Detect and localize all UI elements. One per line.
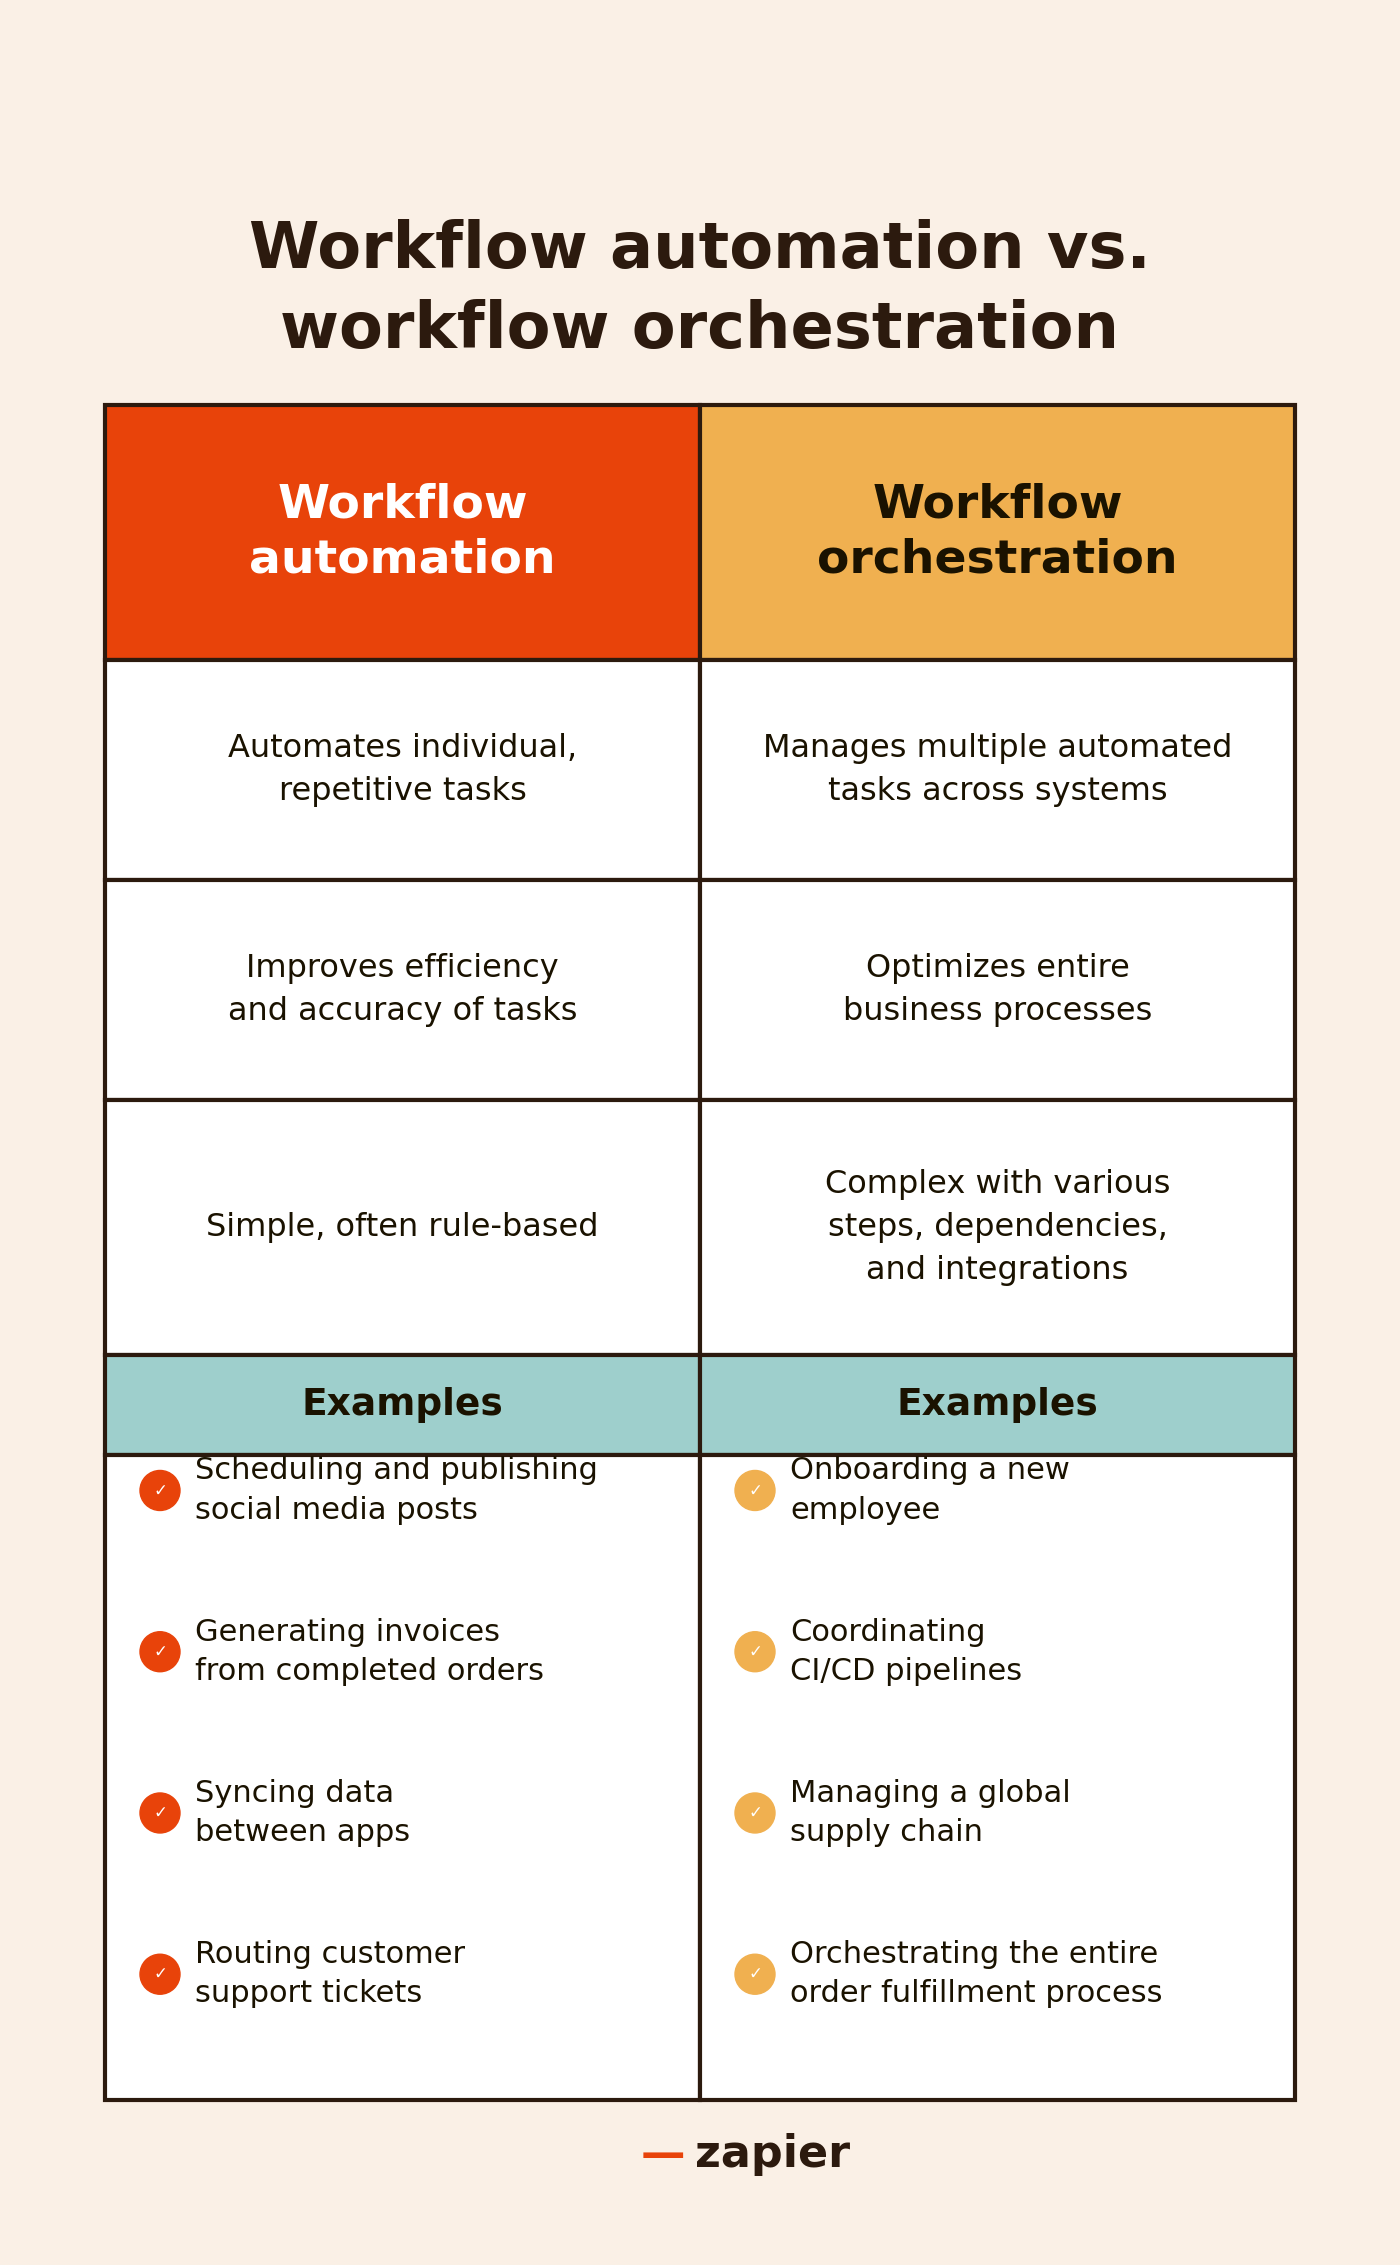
Circle shape bbox=[735, 1631, 776, 1672]
Text: Manages multiple automated
tasks across systems: Manages multiple automated tasks across … bbox=[763, 734, 1232, 806]
Text: ✓: ✓ bbox=[748, 1966, 762, 1984]
Text: Generating invoices
from completed orders: Generating invoices from completed order… bbox=[195, 1617, 545, 1685]
Bar bbox=[700, 405, 1295, 659]
Bar bbox=[105, 1454, 700, 2100]
Text: zapier: zapier bbox=[694, 2134, 850, 2177]
Text: ✓: ✓ bbox=[153, 1966, 167, 1984]
Bar bbox=[700, 1101, 1295, 1354]
Circle shape bbox=[140, 1794, 181, 1832]
Circle shape bbox=[735, 1470, 776, 1511]
Text: Routing customer
support tickets: Routing customer support tickets bbox=[195, 1941, 465, 2009]
Text: Workflow
automation: Workflow automation bbox=[249, 482, 556, 582]
Text: ✓: ✓ bbox=[153, 1803, 167, 1821]
Bar bbox=[700, 659, 1295, 881]
Text: ✓: ✓ bbox=[748, 1642, 762, 1660]
Text: Complex with various
steps, dependencies,
and integrations: Complex with various steps, dependencies… bbox=[825, 1169, 1170, 1287]
Circle shape bbox=[140, 1955, 181, 1993]
Text: ✓: ✓ bbox=[748, 1481, 762, 1499]
Circle shape bbox=[140, 1470, 181, 1511]
Bar bbox=[105, 881, 700, 1101]
Text: Improves efficiency
and accuracy of tasks: Improves efficiency and accuracy of task… bbox=[228, 954, 577, 1026]
Text: Automates individual,
repetitive tasks: Automates individual, repetitive tasks bbox=[228, 734, 577, 806]
Text: Optimizes entire
business processes: Optimizes entire business processes bbox=[843, 954, 1152, 1026]
Bar bbox=[105, 1101, 700, 1354]
Bar bbox=[700, 881, 1295, 1101]
Circle shape bbox=[735, 1955, 776, 1993]
Text: Examples: Examples bbox=[896, 1386, 1099, 1422]
Text: Simple, often rule-based: Simple, often rule-based bbox=[206, 1212, 599, 1243]
Text: Workflow
orchestration: Workflow orchestration bbox=[818, 482, 1177, 582]
Text: Workflow automation vs.
workflow orchestration: Workflow automation vs. workflow orchest… bbox=[249, 220, 1151, 360]
Text: Examples: Examples bbox=[301, 1386, 504, 1422]
Bar bbox=[105, 1354, 700, 1454]
Text: Orchestrating the entire
order fulfillment process: Orchestrating the entire order fulfillme… bbox=[790, 1941, 1162, 2009]
Text: ✓: ✓ bbox=[153, 1481, 167, 1499]
Text: ✓: ✓ bbox=[153, 1642, 167, 1660]
Text: Managing a global
supply chain: Managing a global supply chain bbox=[790, 1778, 1071, 1848]
Text: Syncing data
between apps: Syncing data between apps bbox=[195, 1778, 410, 1848]
Text: Onboarding a new
employee: Onboarding a new employee bbox=[790, 1456, 1070, 1524]
Text: Coordinating
CI/CD pipelines: Coordinating CI/CD pipelines bbox=[790, 1617, 1022, 1685]
Circle shape bbox=[140, 1631, 181, 1672]
Circle shape bbox=[735, 1794, 776, 1832]
Bar bbox=[105, 405, 700, 659]
Text: Scheduling and publishing
social media posts: Scheduling and publishing social media p… bbox=[195, 1456, 598, 1524]
Bar bbox=[700, 1354, 1295, 1454]
Bar bbox=[700, 1454, 1295, 2100]
Text: ✓: ✓ bbox=[748, 1803, 762, 1821]
Bar bbox=[105, 659, 700, 881]
Text: —: — bbox=[641, 2134, 685, 2177]
